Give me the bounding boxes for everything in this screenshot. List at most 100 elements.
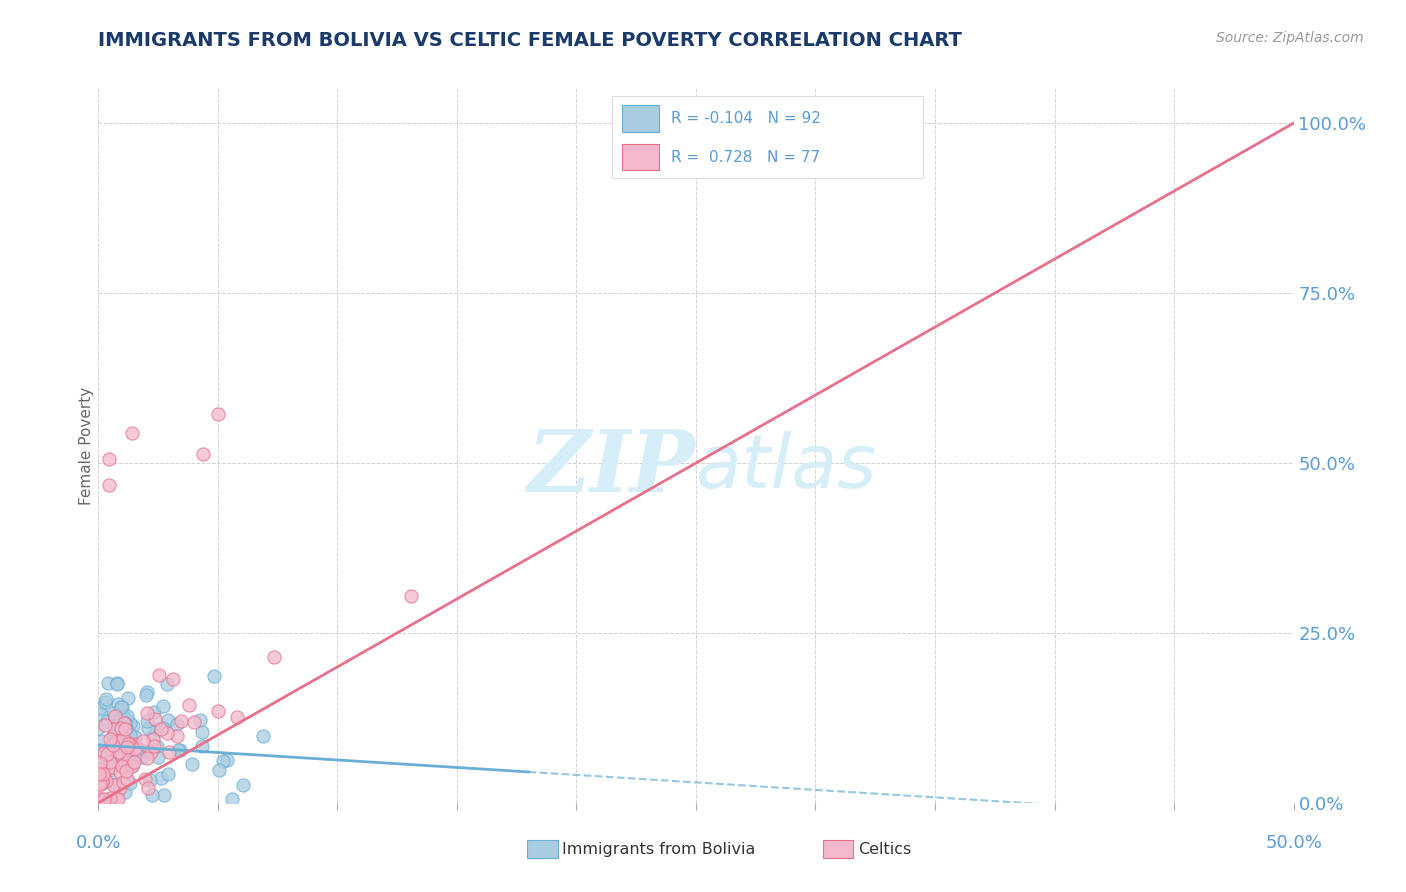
Point <box>134 744 156 758</box>
Point <box>97 749 120 764</box>
Point <box>97 761 120 775</box>
Point <box>232 778 254 792</box>
Point <box>103 729 125 743</box>
Point <box>93 746 115 760</box>
Point <box>115 756 138 770</box>
Point <box>110 721 132 735</box>
Point <box>112 731 135 746</box>
Point <box>89 701 111 715</box>
Point <box>135 751 157 765</box>
Point <box>120 776 142 790</box>
Point <box>263 649 285 664</box>
Point <box>117 751 139 765</box>
Point <box>136 721 159 735</box>
Point <box>101 730 124 744</box>
Point <box>143 712 166 726</box>
Point <box>101 742 124 756</box>
Point <box>190 724 212 739</box>
Point <box>121 759 143 773</box>
Point <box>136 780 159 795</box>
Point <box>114 725 136 739</box>
Point <box>177 698 200 712</box>
Point <box>145 722 167 736</box>
Point <box>156 726 179 740</box>
Point <box>105 676 128 690</box>
Point <box>142 732 165 747</box>
Point <box>188 713 211 727</box>
Point <box>114 785 136 799</box>
Text: atlas: atlas <box>696 432 877 503</box>
Point <box>94 695 117 709</box>
Point <box>117 736 139 750</box>
Point <box>191 447 214 461</box>
Text: Source: ZipAtlas.com: Source: ZipAtlas.com <box>1216 31 1364 45</box>
Y-axis label: Female Poverty: Female Poverty <box>79 387 94 505</box>
Point <box>117 744 139 758</box>
Point <box>170 714 193 728</box>
Point <box>110 746 132 760</box>
Point <box>112 758 135 772</box>
Point <box>90 792 112 806</box>
Point <box>90 771 112 785</box>
Point <box>103 714 125 728</box>
Point <box>117 690 139 705</box>
Point <box>87 722 110 736</box>
Point <box>101 760 124 774</box>
Point <box>103 722 125 736</box>
Point <box>124 731 146 745</box>
Point <box>101 778 124 792</box>
Point <box>138 773 160 788</box>
Point <box>110 699 132 714</box>
Point <box>152 721 174 735</box>
Point <box>114 710 136 724</box>
Point <box>121 425 143 440</box>
Point <box>98 763 121 777</box>
Point <box>142 705 165 719</box>
Point <box>150 771 173 785</box>
Point <box>104 777 127 791</box>
Point <box>93 771 115 785</box>
Point <box>131 750 153 764</box>
Text: 50.0%: 50.0% <box>1265 834 1322 852</box>
Point <box>108 713 131 727</box>
Point <box>202 668 225 682</box>
Point <box>152 699 174 714</box>
Point <box>212 754 235 768</box>
Point <box>118 736 141 750</box>
Point <box>111 721 134 735</box>
Point <box>115 772 138 786</box>
Point <box>93 792 115 806</box>
Point <box>117 737 139 751</box>
Point <box>166 729 188 743</box>
Point <box>120 715 142 730</box>
Point <box>103 739 125 753</box>
Point <box>110 748 132 763</box>
Point <box>208 763 231 777</box>
Point <box>112 750 135 764</box>
Point <box>108 745 131 759</box>
Point <box>98 732 121 747</box>
Point <box>136 706 159 721</box>
Point <box>141 789 163 803</box>
Point <box>89 762 111 776</box>
Point <box>146 750 169 764</box>
Point <box>156 677 179 691</box>
Point <box>217 753 239 767</box>
Point <box>121 719 143 733</box>
Point <box>87 766 110 780</box>
Point <box>115 709 138 723</box>
Point <box>98 756 121 770</box>
Point <box>112 775 135 789</box>
Point <box>91 775 114 789</box>
Point <box>127 741 149 756</box>
Point <box>136 685 159 699</box>
Point <box>139 746 162 760</box>
Point <box>115 721 138 735</box>
Point <box>89 792 111 806</box>
Point <box>107 792 129 806</box>
Point <box>98 756 121 770</box>
Point <box>91 766 114 780</box>
Point <box>112 731 135 746</box>
Point <box>120 741 142 756</box>
Point <box>115 764 138 778</box>
